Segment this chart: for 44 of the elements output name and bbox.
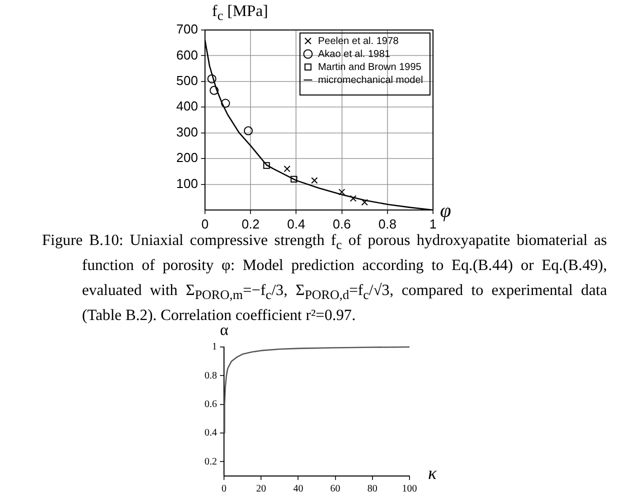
point [221, 98, 230, 108]
y-tick-label: 100 [176, 176, 198, 191]
x-tick-label: 0.2 [242, 216, 260, 232]
point [210, 86, 219, 95]
y-tick-label: 0.8 [204, 370, 217, 382]
legend-label: micromechanical model [318, 74, 424, 86]
x-tick-label: 0.4 [287, 216, 306, 232]
x-tick-label: 0 [222, 484, 226, 495]
x-tick-label: 100 [402, 484, 417, 495]
x-tick-label: 40 [293, 484, 304, 495]
legend-label: Akao et al. 1981 [318, 48, 391, 60]
y-tick-label: 0.4 [204, 428, 217, 439]
y-tick-label: 300 [176, 124, 198, 140]
x-tick-label: 20 [256, 484, 266, 495]
x-tick-label: 0.8 [378, 216, 396, 232]
y-tick-label: 600 [176, 47, 198, 62]
point [244, 126, 253, 136]
y-axis-title: α [220, 322, 228, 340]
point [338, 188, 346, 196]
x-tick-label: 0.6 [332, 216, 351, 232]
x-axis-title: κ [428, 463, 437, 484]
y-tick-label: 200 [176, 150, 198, 166]
point [207, 74, 216, 84]
x-tick-label: 1 [429, 216, 437, 232]
point [290, 176, 298, 182]
x-axis-title: φ [440, 200, 452, 223]
text: Figure B.10: Uniaxial compressive strength f$_{c}$ of porous hydroxyapatite biomaterial as function of porosity φ: Model prediction according to Eq.(B.44) or Eq.(B.49), evaluated with Σ$_{PORO,m}$=−f$_{c}$/3, Σ$_{PORO,d}$=f$_{c}$/√3, compared to experimental data (Table B.2). Correlation coefficient r²=0.97. [42, 232, 607, 324]
y-tick-label: 0.2 [204, 456, 217, 468]
y-tick-label: 700 [176, 22, 198, 37]
y-tick-label: 500 [176, 73, 198, 88]
legend-label: Martin and Brown 1995 [318, 62, 422, 73]
x-tick-label: 0 [201, 216, 209, 232]
point [311, 177, 318, 184]
point [350, 195, 357, 202]
point [361, 198, 368, 206]
point [263, 162, 270, 169]
y-tick-label: 0.6 [204, 398, 217, 410]
legend-label: Peelen et al. 1978 [318, 36, 400, 47]
x-tick-label: 60 [330, 484, 340, 495]
x-tick-label: 80 [367, 484, 378, 495]
y-tick-label: 1 [212, 342, 217, 353]
y-tick-label: 400 [176, 98, 198, 114]
point [284, 166, 290, 172]
y-axis-title: f$_{c}$ [MPa] [212, 3, 268, 24]
